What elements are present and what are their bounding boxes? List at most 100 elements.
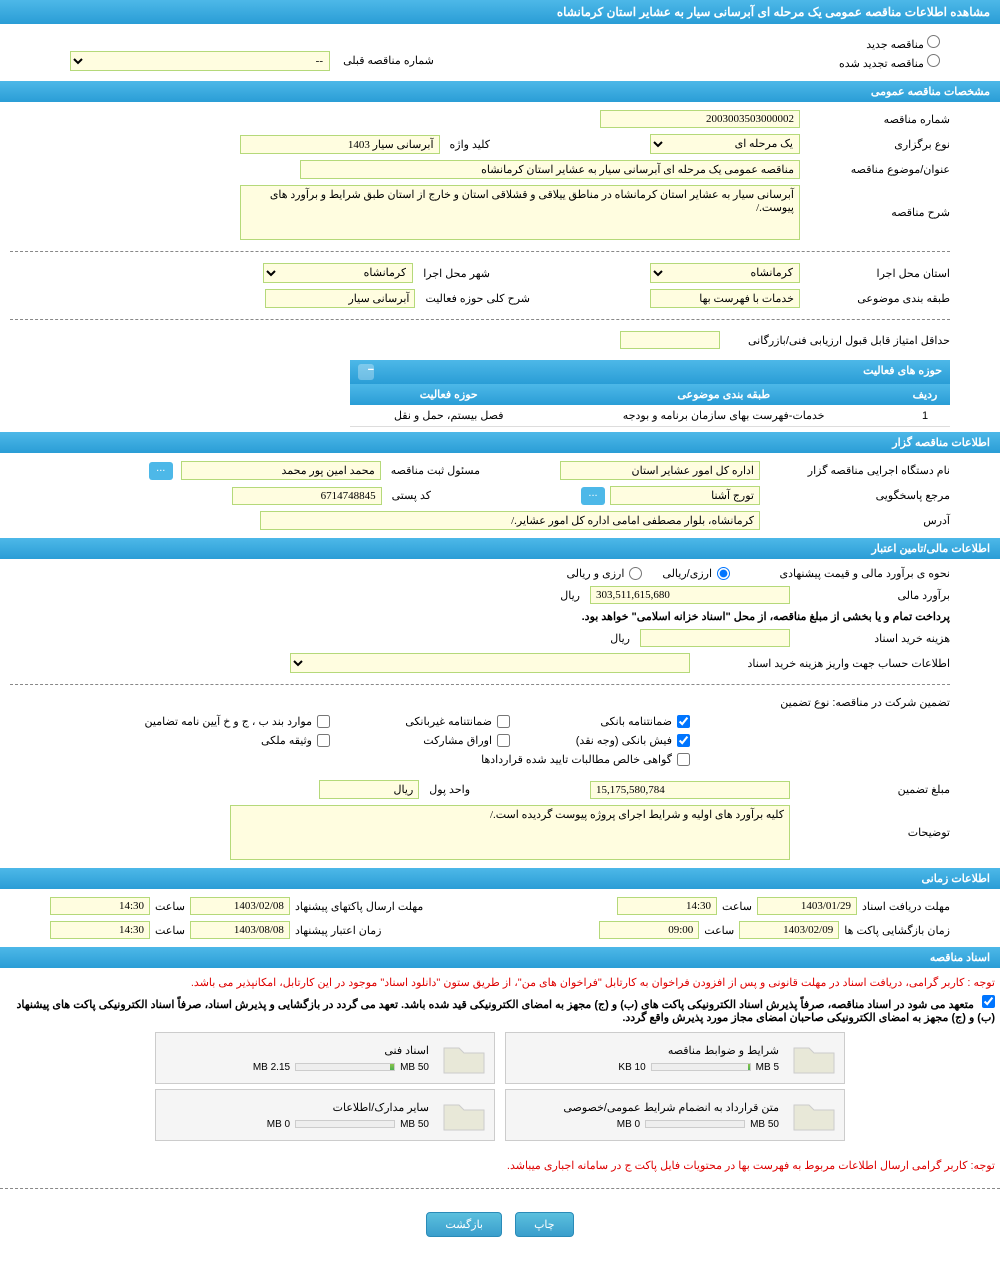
packet-send-time: 14:30	[50, 897, 150, 915]
desc-label: شرح مناقصه	[800, 206, 950, 219]
time-word-2: ساعت	[155, 900, 185, 913]
source-notice: پرداخت تمام و یا بخشی از مبلغ مناقصه، از…	[10, 607, 950, 626]
col-row: ردیف	[900, 384, 950, 405]
prev-tender-select[interactable]: --	[70, 51, 330, 71]
province-select[interactable]: کرمانشاه	[650, 263, 800, 283]
doc-fee-currency: ریال	[610, 632, 630, 645]
contact-field: تورج آشنا	[610, 486, 760, 505]
button-row: چاپ بازگشت	[0, 1197, 1000, 1252]
validity-time: 14:30	[50, 921, 150, 939]
cb-nonbank[interactable]: ضمانتنامه غیربانکی	[330, 715, 510, 728]
doc4-meter	[295, 1120, 395, 1128]
doc-box-1[interactable]: شرایط و ضوابط مناقصه 5 MB 10 KB	[505, 1032, 845, 1084]
cb-stock[interactable]: اوراق مشارکت	[330, 734, 510, 747]
section-time-header: اطلاعات زمانی	[0, 868, 1000, 889]
radio-renewed[interactable]	[927, 54, 940, 67]
section-docs-header: اسناد مناقصه	[0, 947, 1000, 968]
doc2-meter	[295, 1063, 395, 1071]
postal-label: کد پستی	[392, 489, 431, 502]
registrar-field: محمد امین پور محمد	[181, 461, 381, 480]
deposit-label: اطلاعات حساب جهت واریز هزینه خرید اسناد	[690, 657, 950, 670]
type-select[interactable]: یک مرحله ای	[650, 134, 800, 154]
unit-field: ریال	[319, 780, 419, 799]
radio-new-label[interactable]: مناقصه جدید	[10, 35, 940, 51]
doc-box-2[interactable]: اسناد فنی 50 MB 2.15 MB	[155, 1032, 495, 1084]
doc-receive-date: 1403/01/29	[757, 897, 857, 915]
docs-notice2: متعهد می شود در اسناد مناقصه، صرفاً پذیر…	[5, 992, 995, 1027]
more-button[interactable]: ...	[149, 462, 173, 480]
table-row: 1خدمات-فهرست بهای سازمان برنامه و بودجهف…	[350, 405, 950, 427]
registrar-label: مسئول ثبت مناقصه	[391, 464, 480, 477]
guarantee-label: تضمین شرکت در مناقصه: نوع تضمین	[710, 696, 950, 709]
time-form: مهلت دریافت اسناد 1403/01/29 ساعت 14:30 …	[0, 889, 1000, 947]
open-label: زمان بازگشایی پاکت ها	[844, 924, 950, 937]
folder-icon	[789, 1038, 839, 1078]
financial-form: نحوه ی برآورد مالی و قیمت پیشنهادی ارزی/…	[0, 559, 1000, 868]
org-name-field: اداره کل امور عشایر استان	[560, 461, 760, 480]
activity-header: حوزه های فعالیت −	[350, 360, 950, 384]
cb-fish[interactable]: فیش بانکی (وجه نقد)	[510, 734, 690, 747]
time-word-4: ساعت	[155, 924, 185, 937]
cb-property[interactable]: وثیقه ملکی	[110, 734, 330, 747]
radio-renewed-text: مناقصه تجدید شده	[839, 58, 924, 70]
tender-no-label: شماره مناقصه	[800, 113, 950, 126]
category-label: طبقه بندی موضوعی	[800, 292, 950, 305]
doc-fee-label: هزینه خرید اسناد	[790, 632, 950, 645]
more-button-2[interactable]: ...	[581, 487, 605, 505]
open-date: 1403/02/09	[739, 921, 839, 939]
doc-receive-label: مهلت دریافت اسناد	[862, 900, 950, 913]
general-form: شماره مناقصه 2003003503000002 نوع برگزار…	[0, 102, 1000, 432]
folder-icon	[789, 1095, 839, 1135]
activity-desc-label: شرح کلی حوزه فعالیت	[425, 292, 530, 305]
org-name-label: نام دستگاه اجرایی مناقصه گزار	[760, 464, 950, 477]
doc-receive-time: 14:30	[617, 897, 717, 915]
province-label: استان محل اجرا	[800, 267, 950, 280]
keyword-label: کلید واژه	[450, 138, 490, 151]
min-score-label: حداقل امتیاز قابل قبول ارزیابی فنی/بازرگ…	[720, 334, 950, 347]
doc4-max: 50 MB	[400, 1119, 429, 1130]
col-field: حوزه فعالیت	[350, 384, 547, 405]
radio-rial[interactable]: ارزی/ریالی	[662, 567, 730, 580]
type-label: نوع برگزاری	[800, 138, 950, 151]
amount-field: 303,511,615,680	[590, 586, 790, 604]
cb-bond[interactable]: موارد بند ب ، ج و خ آیین نامه تضامین	[110, 715, 330, 728]
doc-box-3[interactable]: متن قرارداد به انضمام شرایط عمومی/خصوصی …	[505, 1089, 845, 1141]
doc3-max: 50 MB	[750, 1119, 779, 1130]
cb-bank[interactable]: ضمانتنامه بانکی	[510, 715, 690, 728]
back-button[interactable]: بازگشت	[426, 1212, 502, 1237]
doc4-used: 0 MB	[267, 1119, 290, 1130]
doc3-used: 0 MB	[617, 1119, 640, 1130]
packet-send-label: مهلت ارسال پاکتهای پیشنهاد	[295, 900, 423, 913]
cb-cert[interactable]: گواهی خالص مطالبات تایید شده قراردادها	[430, 753, 690, 766]
packet-send-date: 1403/02/08	[190, 897, 290, 915]
title-label: عنوان/موضوع مناقصه	[800, 163, 950, 176]
doc1-used: 10 KB	[618, 1062, 645, 1073]
activity-desc-field: آبرسانی سیار	[265, 289, 415, 308]
radio-both[interactable]: ارزی و ریالی	[566, 567, 642, 580]
validity-date: 1403/08/08	[190, 921, 290, 939]
deposit-select[interactable]	[290, 653, 690, 673]
postal-field: 6714748845	[232, 487, 382, 505]
collapse-icon[interactable]: −	[358, 364, 374, 380]
doc3-title: متن قرارداد به انضمام شرایط عمومی/خصوصی	[511, 1101, 779, 1114]
radio-new-text: مناقصه جدید	[866, 39, 924, 51]
docs-footer-notice: توجه: کاربر گرامی ارسال اطلاعات مربوط به…	[5, 1156, 995, 1175]
folder-icon	[439, 1038, 489, 1078]
activity-header-text: حوزه های فعالیت	[863, 364, 942, 380]
print-button[interactable]: چاپ	[515, 1212, 574, 1237]
radio-new[interactable]	[927, 35, 940, 48]
commit-checkbox[interactable]	[982, 995, 995, 1008]
doc-box-4[interactable]: سایر مدارک/اطلاعات 50 MB 0 MB	[155, 1089, 495, 1141]
page-title: مشاهده اطلاعات مناقصه عمومی یک مرحله ای …	[0, 0, 1000, 24]
doc1-max: 5 MB	[756, 1062, 779, 1073]
open-time: 09:00	[599, 921, 699, 939]
notes-label: توضیحات	[790, 826, 950, 839]
doc-fee-field	[640, 629, 790, 647]
contact-label: مرجع پاسخگویی	[760, 489, 950, 502]
doc2-used: 2.15 MB	[253, 1062, 290, 1073]
city-select[interactable]: کرمانشاه	[263, 263, 413, 283]
doc2-max: 50 MB	[400, 1062, 429, 1073]
docs-area: توجه : کاربر گرامی، دریافت اسناد در مهلت…	[0, 968, 1000, 1180]
docs-notice1: توجه : کاربر گرامی، دریافت اسناد در مهلت…	[5, 973, 995, 992]
section-general-header: مشخصات مناقصه عمومی	[0, 81, 1000, 102]
